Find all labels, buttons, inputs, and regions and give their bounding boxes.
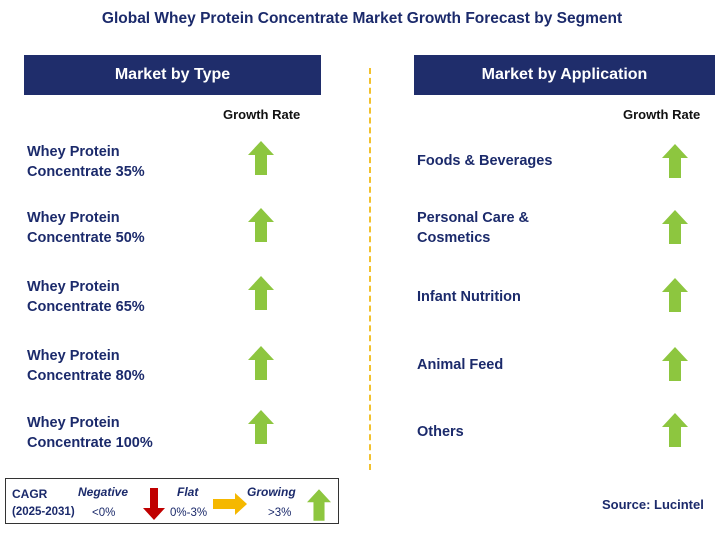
growing-arrow-icon <box>248 346 274 380</box>
application-panel-header: Market by Application <box>414 55 715 95</box>
application-row-label: Personal Care & Cosmetics <box>417 210 530 246</box>
type-row-label: Whey Protein Concentrate 50% <box>27 210 145 246</box>
legend-period-label: (2025-2031) <box>12 506 75 518</box>
growing-arrow-icon <box>662 278 688 312</box>
type-growth-rate-label: Growth Rate <box>223 107 301 122</box>
application-row-label: Animal Feed <box>417 357 504 373</box>
negative-arrow-icon <box>143 488 165 520</box>
legend-flat-range: 0%-3% <box>170 507 208 519</box>
growing-arrow-icon <box>662 210 688 244</box>
legend-cagr-label: CAGR <box>12 487 48 501</box>
application-growth-rate-label: Growth Rate <box>623 107 701 122</box>
growing-arrow-icon <box>662 144 688 178</box>
growing-arrow-icon <box>662 347 688 381</box>
application-row-label: Infant Nutrition <box>417 289 521 305</box>
page-title: Global Whey Protein Concentrate Market G… <box>101 10 623 27</box>
growing-arrow-icon <box>248 141 274 175</box>
legend-growing-range: >3% <box>268 507 292 519</box>
source-label: Source: Lucintel <box>602 497 704 512</box>
legend-negative-range: <0% <box>92 507 116 519</box>
application-row-label: Others <box>417 424 464 440</box>
growing-arrow-icon <box>248 276 274 310</box>
growing-arrow-icon <box>662 413 688 447</box>
type-row-label: Whey Protein Concentrate 35% <box>27 144 145 180</box>
growing-arrow-icon <box>307 489 331 521</box>
type-panel-header: Market by Type <box>24 55 321 95</box>
type-row-label: Whey Protein Concentrate 80% <box>27 348 145 384</box>
growing-arrow-icon <box>248 208 274 242</box>
legend-growing-label: Growing <box>247 485 296 499</box>
growing-arrow-icon <box>248 410 274 444</box>
legend-negative-label: Negative <box>78 485 129 499</box>
application-row-label: Foods & Beverages <box>417 153 553 169</box>
type-row-label: Whey Protein Concentrate 65% <box>27 279 145 315</box>
flat-arrow-icon <box>213 493 247 515</box>
legend-flat-label: Flat <box>177 485 199 499</box>
type-row-label: Whey Protein Concentrate 100% <box>27 415 153 451</box>
cagr-legend: CAGR (2025-2031) Negative <0% Flat 0%-3%… <box>5 478 339 524</box>
panel-divider <box>369 68 371 470</box>
